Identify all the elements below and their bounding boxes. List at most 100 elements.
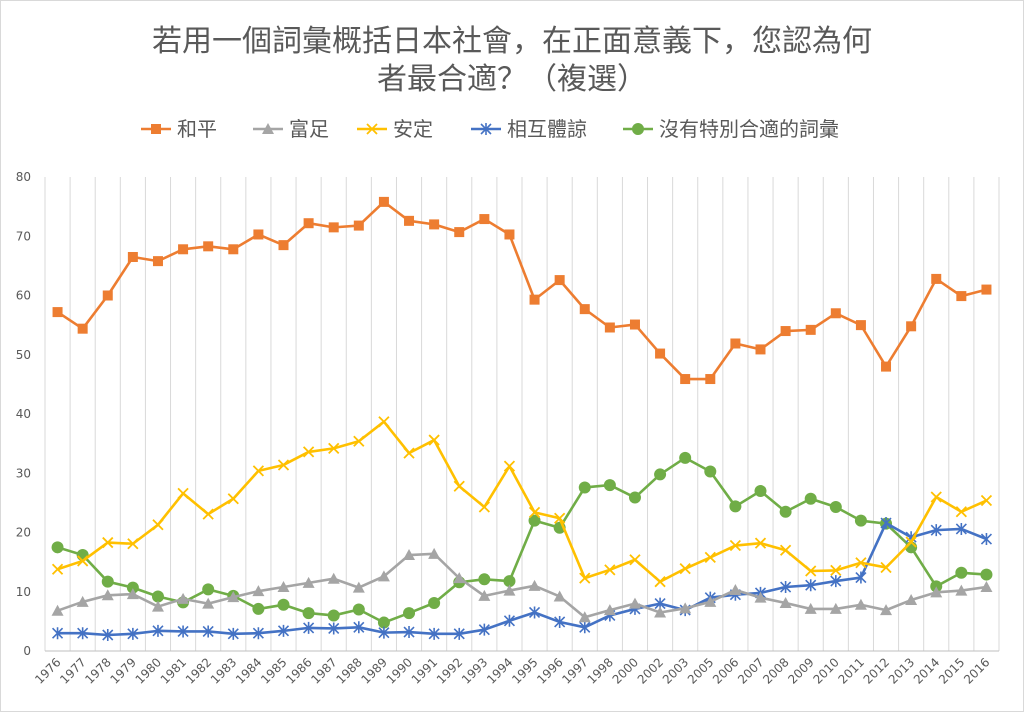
data-point-star: [480, 123, 492, 135]
chart-title-line1: 若用一個詞彙概括日本社會，在正面意義下，您認為何: [152, 24, 872, 59]
x-tick-label: 2002: [635, 655, 666, 686]
data-point-star: [328, 622, 340, 635]
data-point-square: [805, 324, 816, 335]
y-tick-label: 80: [16, 170, 31, 184]
data-point-x: [453, 480, 465, 492]
x-tick-label: 2003: [660, 655, 691, 686]
data-point-x: [202, 508, 214, 520]
x-tick-label: 1997: [559, 655, 590, 686]
y-tick-label: 40: [16, 407, 31, 421]
data-point-star: [780, 581, 792, 594]
data-point-square: [981, 284, 992, 295]
data-point-circle: [654, 468, 667, 481]
data-point-x: [830, 564, 842, 577]
series-4: [51, 451, 993, 629]
y-tick-label: 50: [16, 348, 31, 362]
data-point-star: [102, 629, 114, 642]
data-point-square: [203, 241, 214, 252]
data-point-x: [227, 493, 239, 505]
data-point-star: [252, 627, 264, 640]
x-tick-label: 1983: [208, 655, 239, 686]
legend-label: 富足: [289, 117, 329, 141]
data-point-triangle: [503, 584, 516, 596]
series-1: [51, 547, 993, 623]
data-point-star: [303, 621, 315, 634]
data-point-circle: [101, 575, 114, 588]
series-2: [51, 416, 993, 588]
data-point-triangle: [277, 581, 290, 593]
legend-item: 安定: [357, 117, 433, 141]
series-0: [52, 196, 992, 385]
x-tick-label: 1998: [584, 655, 615, 686]
data-point-triangle: [854, 598, 867, 610]
y-axis: 0 10 20 30 40 50 60 70 80: [16, 170, 31, 658]
data-point-x: [604, 564, 616, 576]
data-point-triangle: [654, 606, 667, 618]
x-tick-label: 1986: [283, 655, 314, 686]
data-point-circle: [578, 481, 591, 494]
data-point-star: [403, 626, 415, 639]
data-point-square: [328, 222, 339, 233]
data-point-triangle: [202, 597, 215, 609]
data-point-x: [102, 536, 114, 549]
x-tick-label: 1979: [107, 655, 138, 686]
x-tick-label: 2014: [911, 655, 942, 686]
data-point-square: [228, 244, 239, 255]
data-point-circle: [528, 514, 541, 527]
data-point-x: [51, 563, 64, 575]
data-point-square: [504, 229, 515, 240]
data-point-triangle: [880, 604, 893, 616]
x-tick-label: 1987: [308, 655, 339, 686]
data-point-x: [378, 416, 390, 428]
legend-item: 富足: [253, 117, 329, 141]
data-point-x: [252, 465, 265, 477]
data-point-triangle: [177, 592, 190, 604]
series-line: [57, 521, 987, 637]
data-point-square: [127, 251, 138, 262]
data-point-circle: [754, 485, 767, 498]
y-tick-label: 70: [16, 229, 31, 243]
data-point-square: [830, 308, 841, 319]
chart-title-line2: 者最合適？（複選）: [377, 62, 647, 97]
x-tick-label: 2010: [810, 655, 841, 686]
data-point-square: [730, 338, 741, 349]
data-point-star: [77, 627, 89, 640]
data-point-triangle: [227, 591, 240, 603]
data-point-circle: [403, 607, 416, 620]
data-point-star: [528, 606, 541, 619]
data-point-square: [454, 227, 465, 238]
data-point-star: [227, 627, 239, 640]
y-tick-label: 10: [16, 585, 31, 599]
x-tick-label: 1991: [409, 655, 440, 686]
x-tick-label: 1995: [509, 655, 540, 686]
legend: 和平 富足 安定 相互體諒 沒有特別合適的詞彙: [141, 117, 839, 141]
legend-item: 相互體諒: [471, 117, 587, 141]
data-point-circle: [679, 451, 692, 464]
data-point-triangle: [955, 584, 968, 596]
data-point-square: [378, 196, 389, 207]
data-point-x: [729, 539, 742, 552]
data-point-circle: [704, 465, 717, 478]
data-point-square: [151, 124, 161, 134]
x-tick-label: 1988: [333, 655, 364, 686]
data-point-triangle: [126, 588, 139, 600]
x-tick-label: 2000: [610, 655, 641, 686]
data-point-square: [680, 374, 691, 385]
data-point-star: [830, 575, 842, 588]
series-group: [51, 196, 993, 642]
x-tick-label: 1978: [82, 655, 113, 686]
x-tick-label: 2005: [685, 655, 716, 686]
data-point-circle: [377, 616, 390, 629]
data-point-x: [77, 555, 89, 567]
data-point-x: [328, 442, 340, 455]
data-point-star: [880, 517, 892, 530]
data-point-square: [178, 244, 189, 255]
data-point-star: [428, 627, 440, 640]
x-tick-label: 1993: [459, 655, 490, 686]
x-tick-label: 1984: [233, 655, 264, 686]
data-point-triangle: [679, 602, 692, 614]
data-point-star: [930, 524, 942, 537]
x-tick-label: 2012: [861, 655, 892, 686]
data-point-x: [554, 512, 566, 524]
